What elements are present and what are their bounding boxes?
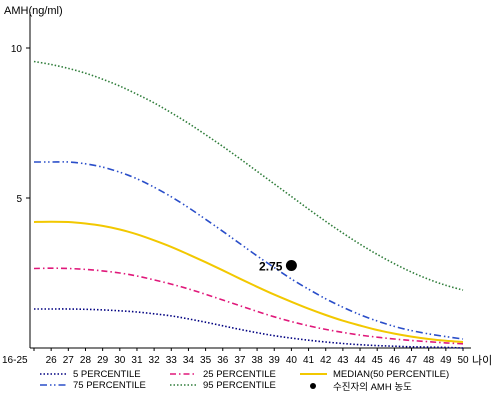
x-tick-label: 44 — [354, 355, 366, 366]
y-axis-title: AMH(ng/ml) — [4, 5, 63, 17]
x-tick-label: 35 — [200, 355, 212, 366]
legend-label: 수진자의 AMH 농도 — [333, 382, 412, 393]
x-tick-label: 39 — [269, 355, 281, 366]
axes: AMH(ng/ml) 나이 5 10 16-25 26 27 28 29 30 31 32 33 3… — [2, 5, 492, 367]
x-tick-label: 49 — [440, 355, 452, 366]
patient-marker: 2.75 — [259, 260, 297, 274]
x-tick-label: 46 — [389, 355, 401, 366]
x-tick-label: 31 — [131, 355, 143, 366]
x-tick-label: 29 — [97, 355, 109, 366]
x-tick-label: 42 — [320, 355, 332, 366]
legend-patient-marker — [310, 383, 316, 389]
legend-label: 25 PERCENTILE — [203, 369, 276, 380]
y-ticks: 5 10 — [11, 44, 30, 205]
y-tick-label: 10 — [11, 44, 23, 55]
legend-label: 75 PERCENTILE — [73, 380, 146, 391]
x-tick-label: 47 — [406, 355, 418, 366]
x-ticks: 16-25 26 27 28 29 30 31 32 33 34 35 36 37 38 39 40 41 42 4… — [2, 348, 469, 366]
legend-label: MEDIAN(50 PERCENTILE) — [333, 369, 449, 380]
x-tick-label: 34 — [183, 355, 195, 366]
x-tick-label: 50 — [457, 355, 469, 366]
legend-label: 5 PERCENTILE — [73, 369, 141, 380]
series-line-75-percentile — [34, 161, 464, 340]
x-tick-label: 48 — [423, 355, 435, 366]
x-tick-label: 30 — [114, 355, 126, 366]
x-tick-label: 32 — [149, 355, 161, 366]
patient-point — [285, 260, 297, 271]
x-tick-label: 33 — [166, 355, 178, 366]
y-tick-label: 5 — [16, 194, 22, 205]
x-tick-label: 38 — [252, 355, 264, 366]
x-tick-label: 27 — [63, 355, 75, 366]
series-line-95-percentile — [33, 60, 464, 291]
x-tick-label: 45 — [372, 355, 384, 366]
x-tick-label: 41 — [303, 355, 315, 366]
x-tick-label: 36 — [217, 355, 229, 366]
series-line-median-50-percentile — [33, 220, 464, 343]
legend-label: 95 PERCENTILE — [203, 380, 276, 391]
series-lines — [33, 60, 464, 349]
x-tick-label: 16-25 — [2, 355, 28, 366]
x-tick-label: 26 — [46, 355, 58, 366]
x-axis-title: 나이 — [472, 354, 492, 367]
x-tick-label: 43 — [337, 355, 349, 366]
x-tick-label: 37 — [234, 355, 246, 366]
x-tick-label: 28 — [80, 355, 92, 366]
series-line-5-percentile — [34, 308, 464, 349]
x-tick-label: 40 — [286, 355, 298, 366]
patient-value-label: 2.75 — [259, 260, 283, 274]
series-line-25-percentile — [33, 267, 464, 345]
